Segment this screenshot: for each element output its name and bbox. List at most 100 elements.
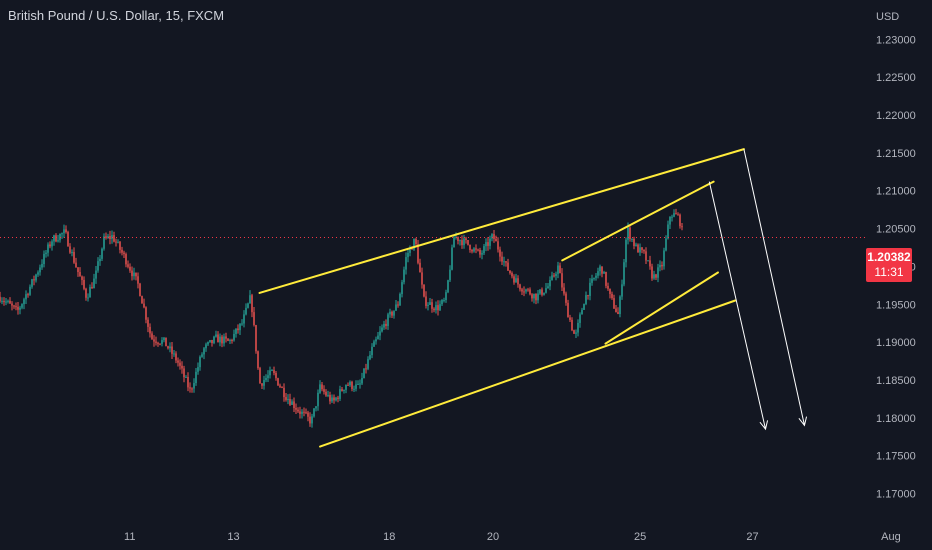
price-tick-label: 1.17500 <box>876 451 916 463</box>
candle-body <box>499 249 501 257</box>
candle-body <box>185 376 187 378</box>
candle-body <box>233 333 235 341</box>
candle-body <box>177 360 179 363</box>
candle-body <box>501 256 503 262</box>
candle-body <box>9 300 11 304</box>
candle-body <box>257 351 259 369</box>
candle-body <box>567 302 569 318</box>
candle-body <box>287 398 289 400</box>
candle-body <box>657 267 659 278</box>
candle-body <box>71 252 73 254</box>
candle-body <box>195 371 197 384</box>
candle-body <box>631 238 633 240</box>
candle-body <box>73 252 75 263</box>
price-tick-label: 1.21500 <box>876 148 916 160</box>
candle-body <box>569 317 571 320</box>
candle-body <box>471 249 473 252</box>
candle-body <box>357 383 359 385</box>
candle-body <box>601 266 603 274</box>
candle-body <box>585 295 587 305</box>
candle-body <box>25 294 27 300</box>
candle-body <box>97 261 99 271</box>
candle-body <box>645 251 647 261</box>
candle-body <box>359 383 361 385</box>
candle-body <box>7 300 9 302</box>
candle-body <box>395 304 397 311</box>
candle-body <box>669 216 671 225</box>
candle-body <box>305 412 307 414</box>
candle-body <box>223 336 225 344</box>
candle-body <box>571 319 573 331</box>
candle-body <box>235 328 237 334</box>
candle-body <box>313 408 315 417</box>
candle-body <box>465 238 467 240</box>
candle-body <box>541 289 543 295</box>
candle-body <box>23 299 25 305</box>
drawings-layer[interactable] <box>258 148 808 448</box>
price-axis[interactable]: USD 1.23000 1.22500 1.22000 1.21500 1.21000 1… <box>876 11 916 501</box>
candle-body <box>329 394 331 402</box>
candle-body <box>151 333 153 340</box>
candle-body <box>145 307 147 320</box>
candle-body <box>577 322 579 333</box>
candle-body <box>309 416 311 424</box>
candle-body <box>589 282 591 296</box>
candle-body <box>109 236 111 239</box>
candle-body <box>613 298 615 309</box>
candle-body <box>345 384 347 390</box>
candle-body <box>261 383 263 386</box>
candle-body <box>467 239 469 245</box>
candle-body <box>21 304 23 308</box>
candle-body <box>429 302 431 305</box>
candle-body <box>671 216 673 218</box>
candle-body <box>537 293 539 301</box>
candle-body <box>609 288 611 294</box>
candle-body <box>675 213 677 215</box>
candle-body <box>211 339 213 343</box>
candle-body <box>259 368 261 384</box>
candle-body <box>603 271 605 274</box>
candle-body <box>191 388 193 390</box>
bar-countdown: 11:31 <box>874 265 904 279</box>
candle-body <box>141 296 143 304</box>
candle-body <box>105 236 107 238</box>
price-tick-label: 1.18500 <box>876 375 916 387</box>
candle-body <box>155 341 157 343</box>
candle-body <box>479 249 481 255</box>
candle-body <box>385 323 387 326</box>
time-tick-label: 18 <box>383 531 395 543</box>
candle-body <box>295 408 297 410</box>
candle-body <box>205 344 207 349</box>
time-axis[interactable]: 11 13 18 20 25 27 Aug <box>124 531 901 543</box>
candle-body <box>521 289 523 292</box>
candle-body <box>485 242 487 247</box>
candle-body <box>393 310 395 316</box>
candle-body <box>57 240 59 242</box>
candle-body <box>149 326 151 334</box>
candle-body <box>489 238 491 246</box>
candle-body <box>203 348 205 355</box>
candle-body <box>491 234 493 239</box>
candle-body <box>277 378 279 386</box>
candle-body <box>361 377 363 384</box>
candle-body <box>255 325 257 352</box>
candle-body <box>15 306 17 308</box>
candle-body <box>55 235 57 242</box>
candle-body <box>77 267 79 273</box>
candle-body <box>107 236 109 238</box>
candle-body <box>293 401 295 409</box>
candle-body <box>5 301 7 303</box>
candle-body <box>135 272 137 277</box>
candle-body <box>503 261 505 263</box>
candle-body <box>351 381 353 389</box>
arrow-head <box>759 420 769 431</box>
candle-body <box>123 252 125 255</box>
current-price-value: 1.20382 <box>867 250 911 264</box>
candle-body <box>397 304 399 306</box>
candle-body <box>367 359 369 369</box>
candle-body <box>181 365 183 369</box>
candle-body <box>281 386 283 388</box>
candle-body <box>213 336 215 343</box>
candle-body <box>405 257 407 270</box>
